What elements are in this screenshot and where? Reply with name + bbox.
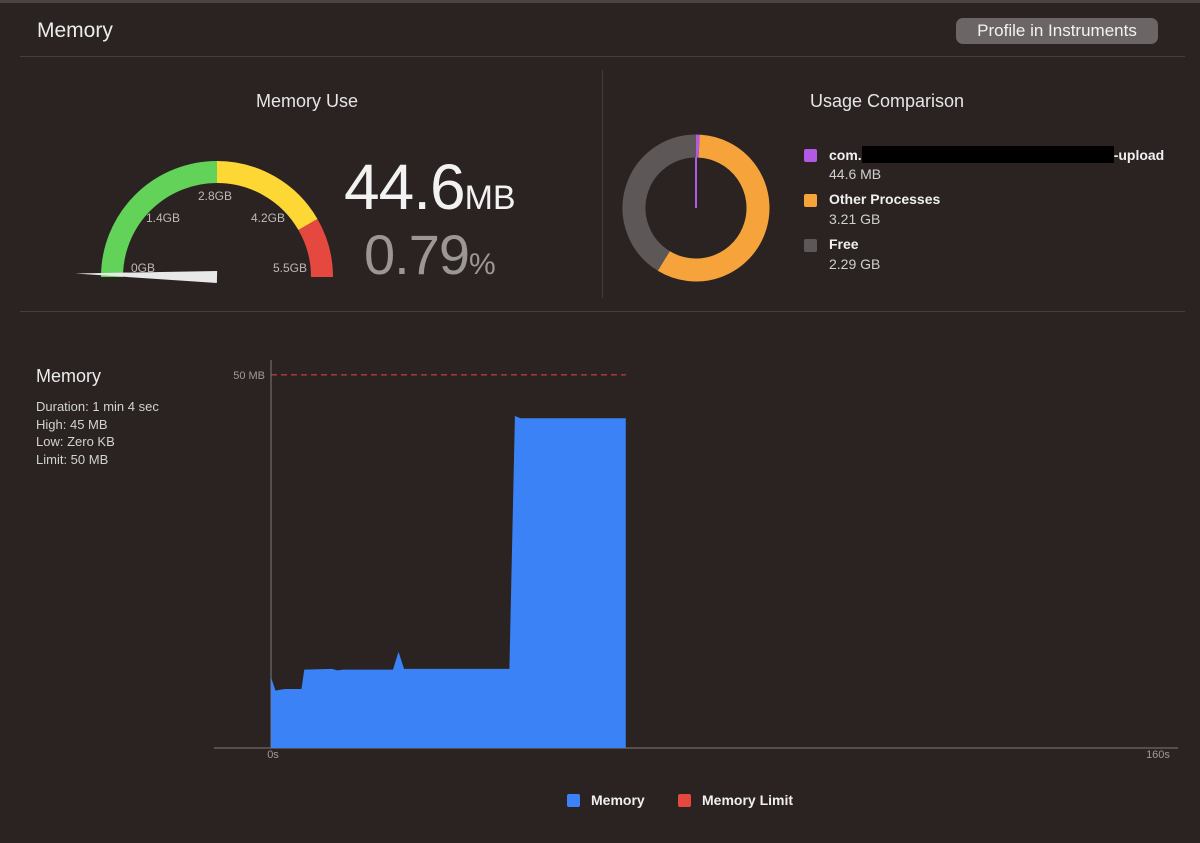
- gauge-divider: [602, 70, 603, 298]
- other-processes-label: Other Processes: [829, 191, 941, 207]
- usage-comparison-title: Usage Comparison: [810, 91, 965, 111]
- memory-area-series: [271, 415, 626, 748]
- donut-slice: [622, 134, 697, 271]
- stat-low: Low: Zero KB: [36, 434, 115, 449]
- free-value: 2.29 GB: [829, 256, 881, 272]
- section-divider: [20, 311, 1185, 312]
- stat-duration: Duration: 1 min 4 sec: [36, 399, 159, 414]
- y-tick-label: 50 MB: [233, 370, 265, 382]
- header-divider: [20, 56, 1185, 57]
- other-processes-value: 3.21 GB: [829, 211, 881, 227]
- app-color-swatch: [804, 149, 817, 162]
- gauge-green-arc: [101, 161, 218, 278]
- gauge-needle: [75, 271, 218, 283]
- gauge-tick-label: 1.4GB: [146, 211, 180, 225]
- legend-memory-limit: Memory Limit: [678, 792, 793, 808]
- donut-slice: [657, 134, 770, 282]
- memory-legend-swatch: [567, 794, 580, 807]
- free-color-swatch: [804, 239, 817, 252]
- gauge-tick-label: 5.5GB: [273, 261, 307, 275]
- app-memory-value: 44.6 MB: [829, 166, 882, 182]
- x-tick-label: 0s: [267, 749, 279, 761]
- legend-memory: Memory: [567, 792, 645, 808]
- memory-value: 44.6MB: [344, 151, 516, 223]
- gauge-tick-label: 0GB: [131, 261, 155, 275]
- gauge-red-arc: [298, 219, 333, 278]
- free-label: Free: [829, 236, 859, 252]
- stat-high: High: 45 MB: [36, 417, 108, 432]
- window-top-border: [0, 0, 1200, 3]
- memory-use-title: Memory Use: [256, 91, 359, 111]
- stat-limit: Limit: 50 MB: [36, 452, 109, 467]
- x-tick-label: 160s: [1146, 749, 1170, 761]
- gauge-tick-label: 4.2GB: [251, 211, 285, 225]
- memory-limit-legend-swatch: [678, 794, 691, 807]
- gauge-yellow-arc: [216, 161, 318, 231]
- gauge-tick-label: 2.8GB: [198, 189, 232, 203]
- memory-chart-title: Memory: [36, 366, 102, 386]
- memory-percent: 0.79%: [364, 223, 496, 286]
- page-title: Memory: [37, 19, 113, 42]
- redacted-bar: [861, 146, 1114, 163]
- profile-in-instruments-button[interactable]: Profile in Instruments: [956, 18, 1158, 44]
- app-name: com. -upload: [829, 146, 1165, 163]
- other-processes-color-swatch: [804, 194, 817, 207]
